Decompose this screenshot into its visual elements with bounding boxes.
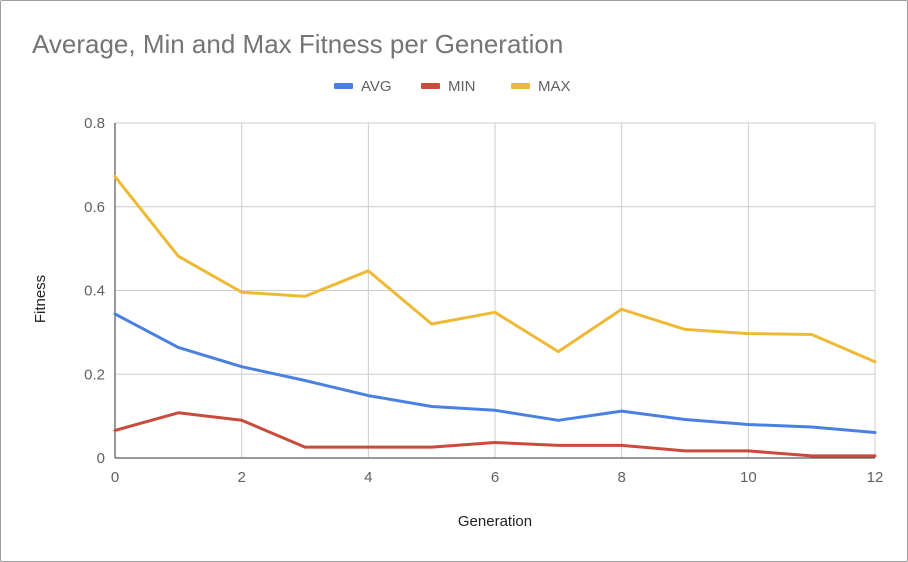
legend-swatch	[511, 83, 530, 89]
series-line-max	[113, 175, 877, 364]
series-line-min	[113, 411, 877, 458]
y-tick-label: 0	[97, 450, 105, 467]
chart-title: Average, Min and Max Fitness per Generat…	[32, 29, 564, 59]
x-tick-label: 10	[740, 469, 757, 486]
series-line-avg	[113, 312, 877, 434]
x-axis-title: Generation	[458, 513, 532, 530]
x-tick-label: 12	[867, 469, 884, 486]
y-tick-label: 0.4	[84, 283, 105, 300]
legend-item-min: MIN	[421, 78, 476, 95]
y-tick-label: 0.2	[84, 366, 105, 383]
series-lines	[113, 175, 877, 458]
legend-label: AVG	[361, 78, 392, 95]
grid-lines	[115, 122, 876, 458]
legend: AVG MIN MAX	[334, 78, 571, 95]
y-axis-title: Fitness	[32, 275, 49, 323]
y-tick-label: 0.8	[84, 115, 105, 132]
legend-item-avg: AVG	[334, 78, 392, 95]
x-tick-label: 2	[237, 469, 245, 486]
legend-label: MIN	[448, 78, 476, 95]
x-tick-label: 8	[617, 469, 625, 486]
legend-swatch	[334, 83, 353, 89]
x-tick-label: 6	[491, 469, 499, 486]
axes: 0 0.2 0.4 0.6 0.8 0 2 4 6 8 10 12	[84, 115, 883, 486]
legend-item-max: MAX	[511, 78, 571, 95]
legend-label: MAX	[538, 78, 571, 95]
x-tick-label: 0	[111, 469, 119, 486]
y-tick-label: 0.6	[84, 199, 105, 216]
legend-swatch	[421, 83, 440, 89]
x-tick-label: 4	[364, 469, 372, 486]
